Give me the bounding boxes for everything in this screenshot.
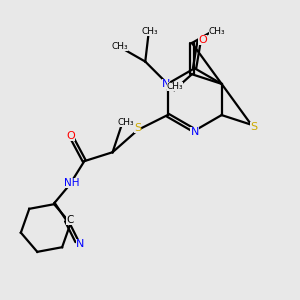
Text: S: S xyxy=(134,123,141,133)
Text: N: N xyxy=(162,79,170,89)
Text: S: S xyxy=(250,122,257,132)
Text: N: N xyxy=(76,239,84,249)
Text: CH₃: CH₃ xyxy=(141,27,158,36)
Text: CH₃: CH₃ xyxy=(209,27,225,36)
Text: CH₃: CH₃ xyxy=(112,42,128,51)
Text: N: N xyxy=(190,127,199,137)
Text: O: O xyxy=(198,35,207,45)
Text: CH₃: CH₃ xyxy=(118,118,134,127)
Text: C: C xyxy=(66,215,74,225)
Text: O: O xyxy=(67,131,75,142)
Text: CH₃: CH₃ xyxy=(167,82,183,91)
Text: NH: NH xyxy=(64,178,79,188)
